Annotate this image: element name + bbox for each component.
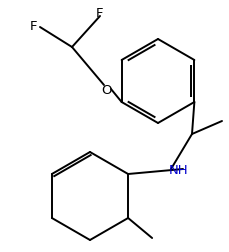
Text: F: F xyxy=(96,7,103,19)
Text: NH: NH xyxy=(169,163,188,176)
Text: O: O xyxy=(101,83,112,96)
Text: F: F xyxy=(30,19,38,32)
